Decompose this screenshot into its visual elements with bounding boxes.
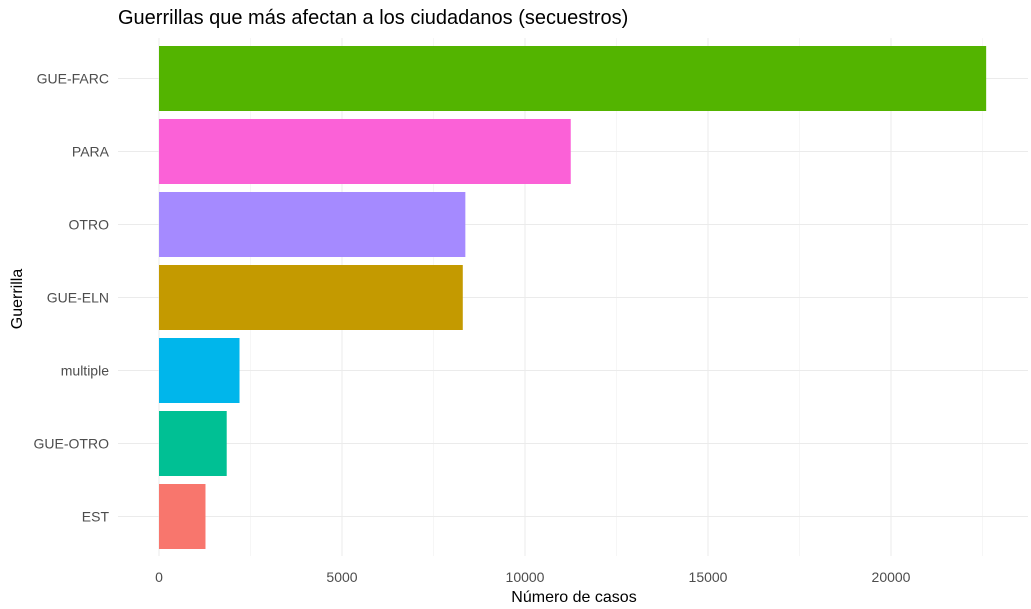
y-tick-label: PARA [72, 144, 110, 160]
bar-est [159, 484, 206, 549]
bar-gue-farc [159, 46, 987, 111]
y-axis-tick-labels: GUE-FARC PARA OTRO GUE-ELN multiple GUE-OTRO E… [34, 71, 110, 525]
x-tick-label: 10000 [506, 569, 545, 585]
bar-para [159, 119, 571, 184]
y-tick-label: EST [82, 509, 110, 525]
bar-gue-eln [159, 265, 463, 330]
y-tick-label: OTRO [69, 217, 110, 233]
x-tick-label: 0 [155, 569, 163, 585]
x-tick-label: 15000 [689, 569, 728, 585]
bar-gue-otro [159, 411, 227, 476]
y-tick-label: multiple [61, 363, 109, 379]
y-tick-label: GUE-ELN [47, 290, 109, 306]
x-tick-label: 20000 [872, 569, 911, 585]
x-tick-label: 5000 [326, 569, 357, 585]
bar-otro [159, 192, 466, 257]
y-axis-title: Guerrilla [9, 269, 26, 330]
x-axis-tick-labels: 0 5000 10000 15000 20000 [155, 569, 911, 585]
chart-title: Guerrillas que más afectan a los ciudada… [118, 7, 628, 29]
x-axis-title: Número de casos [511, 589, 636, 606]
y-tick-label: GUE-OTRO [34, 436, 110, 452]
bar-multiple [159, 338, 240, 403]
bars [159, 46, 987, 549]
y-tick-label: GUE-FARC [37, 71, 109, 87]
